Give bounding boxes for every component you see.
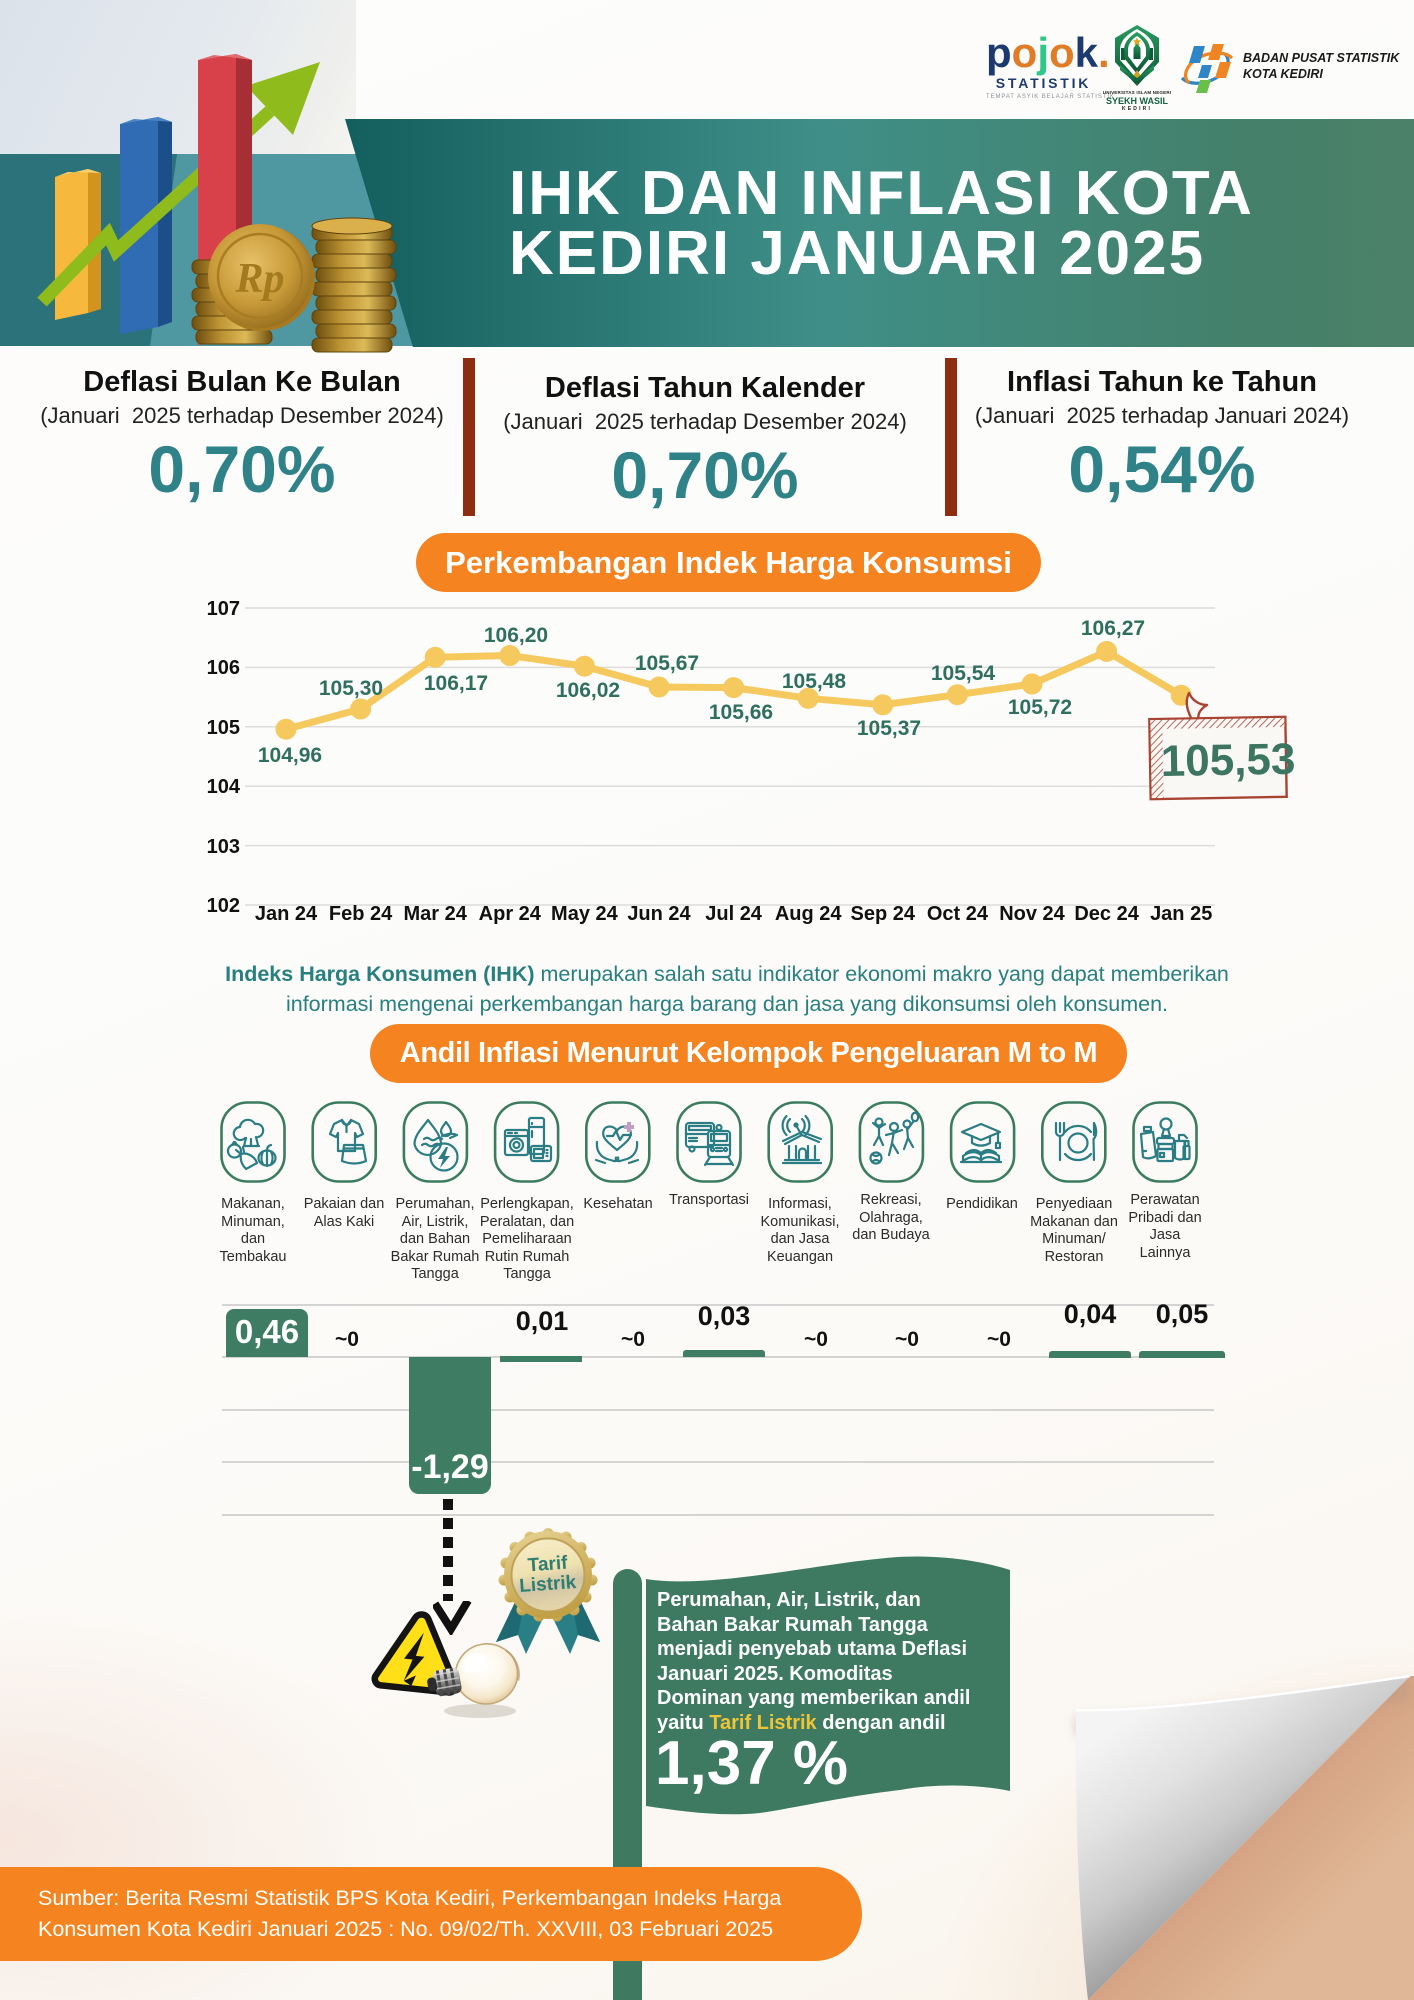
svg-text:106,27: 106,27 [1081,617,1145,640]
svg-text:Jul 24: Jul 24 [705,903,763,925]
svg-text:Apr 24: Apr 24 [479,903,542,925]
svg-text:Nov 24: Nov 24 [999,903,1065,925]
svg-text:Sep 24: Sep 24 [851,903,916,925]
svg-text:106,17: 106,17 [424,672,488,695]
svg-text:Aug 24: Aug 24 [775,903,843,925]
svg-text:105,67: 105,67 [635,652,699,675]
svg-text:May 24: May 24 [551,903,619,925]
svg-text:Jan 24: Jan 24 [255,903,318,925]
svg-text:105,54: 105,54 [931,662,996,685]
svg-text:Tarif: Tarif [527,1553,569,1577]
svg-text:105,72: 105,72 [1008,696,1072,719]
svg-text:Listrik: Listrik [519,1572,578,1597]
svg-text:Feb 24: Feb 24 [329,903,393,925]
svg-text:103: 103 [207,836,240,858]
svg-text:105: 105 [207,717,240,739]
svg-text:Jan 25: Jan 25 [1150,903,1212,925]
svg-text:Dec 24: Dec 24 [1074,903,1139,925]
svg-text:105,66: 105,66 [709,701,773,724]
svg-text:105,37: 105,37 [857,717,921,740]
svg-text:Jun 24: Jun 24 [627,903,691,925]
svg-text:105,30: 105,30 [319,677,383,700]
svg-text:106,20: 106,20 [484,624,548,647]
svg-text:102: 102 [207,895,240,917]
svg-text:104: 104 [207,776,241,798]
svg-text:105,48: 105,48 [782,670,847,693]
svg-text:105,53: 105,53 [1160,735,1295,786]
svg-text:107: 107 [207,598,240,620]
svg-text:104,96: 104,96 [258,744,322,767]
svg-text:106,02: 106,02 [556,679,620,702]
svg-text:Oct 24: Oct 24 [927,903,989,925]
svg-text:Rp: Rp [234,256,284,302]
svg-text:106: 106 [207,657,240,679]
svg-text:Mar 24: Mar 24 [404,903,468,925]
